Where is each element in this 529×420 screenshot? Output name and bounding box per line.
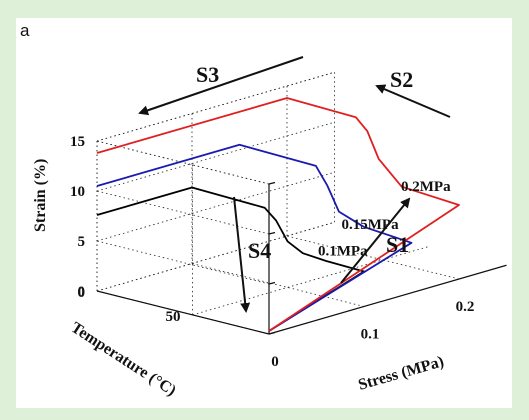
x-tick-label: 0: [271, 354, 279, 370]
axis-box: [96, 181, 507, 335]
series-line-0.2MPa: [96, 97, 460, 332]
curves: 0.1MPa 0.15MPa 0.2MPa: [96, 97, 460, 332]
panel-letter: a: [20, 21, 30, 40]
grid-lines: [96, 71, 460, 335]
y-axis-label: Temperature (°C): [68, 319, 179, 399]
y-tick-label: 50: [166, 309, 181, 325]
z-tick-mark: [268, 231, 276, 235]
y-tick-label: 0: [78, 285, 86, 301]
z-tick-label: 15: [70, 134, 85, 150]
z-tick-mark: [268, 181, 276, 185]
z-axis-label: Strain (%): [32, 159, 49, 232]
grid-floor-temp: [192, 245, 431, 316]
z-tick-mark: [268, 281, 276, 285]
stage-label-S2: S2: [390, 67, 413, 92]
z-tick-mark: [268, 331, 276, 335]
plot-panel: [16, 18, 512, 408]
arrow-S2: [375, 84, 451, 118]
x-axis-label: Stress (MPa): [356, 353, 445, 394]
grid-back-strain: [96, 221, 335, 292]
arrow-S3: [138, 56, 304, 116]
arrow-S1: [340, 197, 411, 284]
series-label: 0.1MPa: [318, 244, 368, 260]
series-label: 0.2MPa: [401, 179, 451, 195]
stage-label-S1: S1: [386, 232, 409, 257]
series-line-0.1MPa: [96, 186, 365, 332]
series-line-0.15MPa: [96, 143, 413, 332]
series-label: 0.15MPa: [342, 217, 400, 233]
grid-left-strain: [96, 140, 270, 185]
z-tick-label: 0: [78, 284, 86, 300]
x-tick-label: 0.1: [361, 327, 380, 343]
stage-annotations: S1 S2 S3 S4: [138, 56, 451, 313]
z-tick-label: 10: [70, 184, 85, 200]
arrow-S4: [233, 196, 251, 313]
z-tick-label: 5: [78, 234, 86, 250]
x-axis-line: [268, 264, 507, 335]
x-tick-label: 0.2: [456, 299, 475, 315]
y-axis-line: [96, 290, 270, 335]
stage-label-S4: S4: [248, 238, 271, 263]
stage-label-S3: S3: [196, 62, 219, 87]
grid-left-strain: [96, 190, 270, 235]
grid-back-strain: [96, 121, 335, 192]
grid-back-strain: [96, 171, 335, 242]
grid-edge: [96, 71, 335, 142]
grid-edge: [96, 140, 270, 185]
